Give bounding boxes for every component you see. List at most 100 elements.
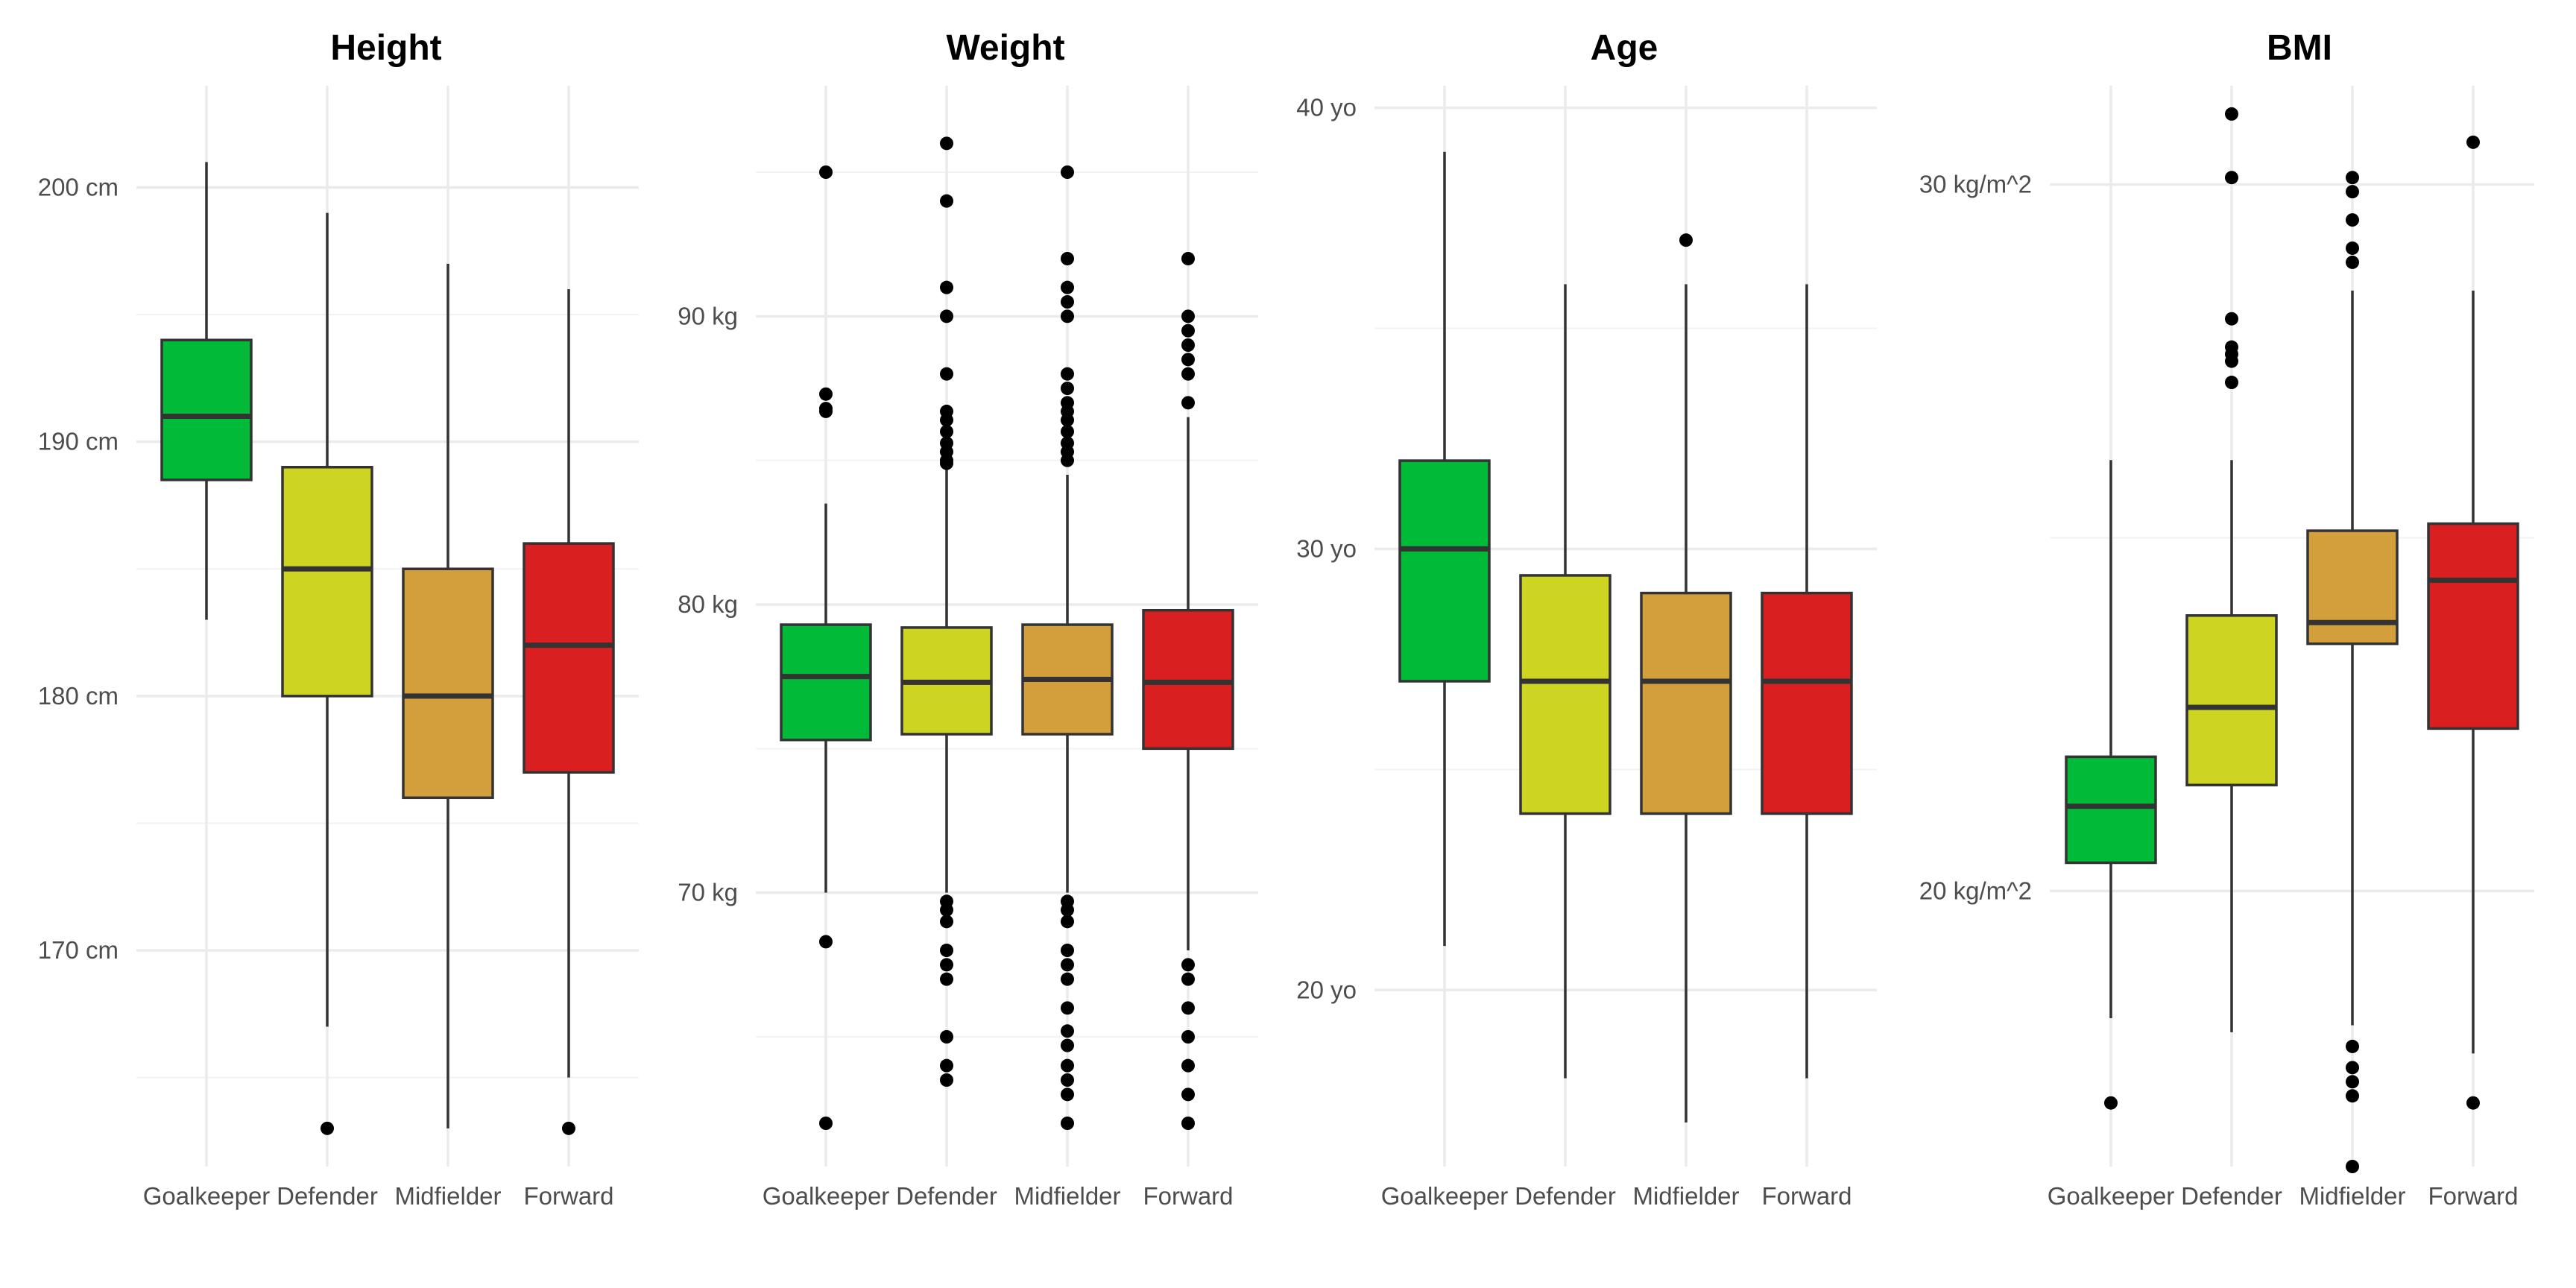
iqr-box xyxy=(1761,591,1853,815)
outlier-point xyxy=(2346,1039,2359,1053)
y-tick-labels: 20 kg/m^2 30 kg/m^2 xyxy=(1919,171,2032,905)
outlier-point xyxy=(1181,309,1195,323)
outlier-point xyxy=(2346,255,2359,269)
iqr-box xyxy=(780,623,872,742)
boxes xyxy=(2065,107,2519,1173)
outlier-point xyxy=(1061,453,1074,467)
outlier-point xyxy=(1679,233,1693,247)
outlier-point xyxy=(1061,425,1074,438)
y-tick-labels: 70 kg 80 kg 90 kg xyxy=(678,302,738,906)
outlier-point xyxy=(1061,915,1074,929)
iqr-box xyxy=(2306,529,2399,645)
box-goalkeeper xyxy=(160,162,253,620)
outlier-point xyxy=(940,1030,953,1044)
x-tick-labels: Goalkeeper Defender Midfielder Forward xyxy=(2048,1182,2519,1210)
outlier-point xyxy=(1061,382,1074,395)
panel-weight: 70 kg 80 kg 90 kg Goalkeeper Defender Midfie… xyxy=(678,28,1258,1210)
outlier-point xyxy=(1061,1073,1074,1087)
iqr-box xyxy=(1398,459,1491,683)
outlier-point xyxy=(1061,903,1074,917)
outlier-point xyxy=(1181,972,1195,986)
outlier-point xyxy=(819,165,833,179)
outlier-point xyxy=(321,1121,334,1135)
outlier-point xyxy=(1181,323,1195,338)
outlier-point xyxy=(819,387,833,401)
outlier-point xyxy=(2225,312,2238,326)
outlier-point xyxy=(1181,396,1195,410)
iqr-box xyxy=(281,466,373,698)
outlier-point xyxy=(2225,171,2238,185)
outlier-point xyxy=(940,915,953,929)
x-tick-label: Defender xyxy=(1515,1182,1616,1210)
outlier-point xyxy=(1181,367,1195,381)
outlier-point xyxy=(2225,107,2238,121)
outlier-point xyxy=(2104,1096,2118,1110)
outlier-point xyxy=(1061,1117,1074,1130)
outlier-point xyxy=(940,136,953,151)
y-tick-label: 90 kg xyxy=(678,302,738,329)
outlier-point xyxy=(2225,376,2238,390)
outlier-point xyxy=(1061,252,1074,265)
panel-title: Age xyxy=(1591,28,1658,68)
outlier-point xyxy=(1061,413,1074,427)
y-tick-label: 70 kg xyxy=(678,879,738,906)
iqr-box xyxy=(1142,608,1234,751)
box-defender xyxy=(2185,107,2278,1032)
y-tick-label: 40 yo xyxy=(1296,94,1357,121)
x-tick-label: Midfielder xyxy=(1014,1182,1120,1210)
panel-title: Height xyxy=(330,28,441,68)
outlier-point xyxy=(940,903,953,917)
outlier-point xyxy=(1181,1030,1195,1044)
x-tick-labels: Goalkeeper Defender Midfielder Forward xyxy=(143,1182,614,1210)
outlier-point xyxy=(1061,1058,1074,1073)
x-tick-label: Defender xyxy=(277,1182,378,1210)
outlier-point xyxy=(940,1073,953,1087)
outlier-point xyxy=(1061,958,1074,972)
y-tick-label: 30 yo xyxy=(1296,534,1357,562)
outlier-point xyxy=(2346,185,2359,199)
box-defender xyxy=(281,212,373,1135)
outlier-point xyxy=(1181,958,1195,972)
outlier-point xyxy=(2346,213,2359,227)
iqr-box xyxy=(2185,614,2278,786)
outlier-point xyxy=(940,425,953,438)
x-tick-label: Forward xyxy=(523,1182,613,1210)
outlier-point xyxy=(940,367,953,381)
outlier-point xyxy=(2346,1089,2359,1103)
y-tick-label: 180 cm xyxy=(38,682,119,710)
outlier-point xyxy=(819,935,833,949)
y-tick-label: 30 kg/m^2 xyxy=(1919,171,2032,198)
outlier-point xyxy=(819,404,833,418)
panel-title: BMI xyxy=(2267,28,2332,68)
iqr-box xyxy=(523,542,615,774)
outlier-point xyxy=(1181,1087,1195,1102)
boxes xyxy=(1398,151,1853,1123)
y-tick-labels: 20 yo 30 yo 40 yo xyxy=(1296,94,1357,1004)
box-forward xyxy=(1761,284,1853,1079)
x-tick-labels: Goalkeeper Defender Midfielder Forward xyxy=(763,1182,1234,1210)
x-tick-label: Goalkeeper xyxy=(2048,1182,2175,1210)
outlier-point xyxy=(940,194,953,208)
outlier-point xyxy=(1061,165,1074,179)
y-tick-label: 170 cm xyxy=(38,936,119,964)
outlier-point xyxy=(2225,354,2238,368)
y-tick-label: 20 kg/m^2 xyxy=(1919,877,2032,904)
x-tick-label: Forward xyxy=(1761,1182,1852,1210)
y-tick-label: 190 cm xyxy=(38,428,119,455)
outlier-point xyxy=(1181,338,1195,352)
x-tick-label: Goalkeeper xyxy=(1381,1182,1509,1210)
outlier-point xyxy=(1061,280,1074,294)
outlier-point xyxy=(940,280,953,294)
x-tick-label: Midfielder xyxy=(2299,1182,2405,1210)
outlier-point xyxy=(1061,1038,1074,1052)
iqr-box xyxy=(2065,755,2157,865)
iqr-box xyxy=(1640,591,1732,815)
box-goalkeeper xyxy=(780,165,872,1130)
outlier-point xyxy=(1061,972,1074,986)
y-tick-label: 20 yo xyxy=(1296,976,1357,1003)
outlier-point xyxy=(1061,309,1074,323)
box-forward xyxy=(523,288,615,1135)
y-tick-label: 200 cm xyxy=(38,173,119,201)
outlier-point xyxy=(2346,1075,2359,1089)
